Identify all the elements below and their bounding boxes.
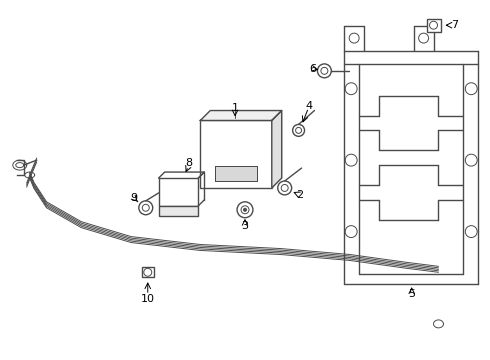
Text: 9: 9 (130, 193, 137, 203)
Text: 10: 10 (141, 294, 155, 304)
Circle shape (244, 208, 246, 211)
Bar (215, 166, 257, 181)
Bar (142, 267, 154, 277)
Bar (427, 19, 441, 32)
Text: 2: 2 (296, 190, 303, 200)
Text: 1: 1 (232, 103, 239, 113)
Polygon shape (200, 111, 282, 121)
Text: 4: 4 (306, 100, 313, 111)
Bar (159, 206, 198, 216)
Bar (200, 121, 272, 188)
Text: 6: 6 (309, 64, 316, 74)
Text: 7: 7 (451, 20, 459, 30)
Text: 3: 3 (242, 221, 248, 231)
Text: 5: 5 (408, 289, 415, 299)
Bar (159, 178, 198, 206)
Text: 8: 8 (185, 158, 192, 168)
Bar (215, 166, 257, 181)
Polygon shape (272, 111, 282, 188)
